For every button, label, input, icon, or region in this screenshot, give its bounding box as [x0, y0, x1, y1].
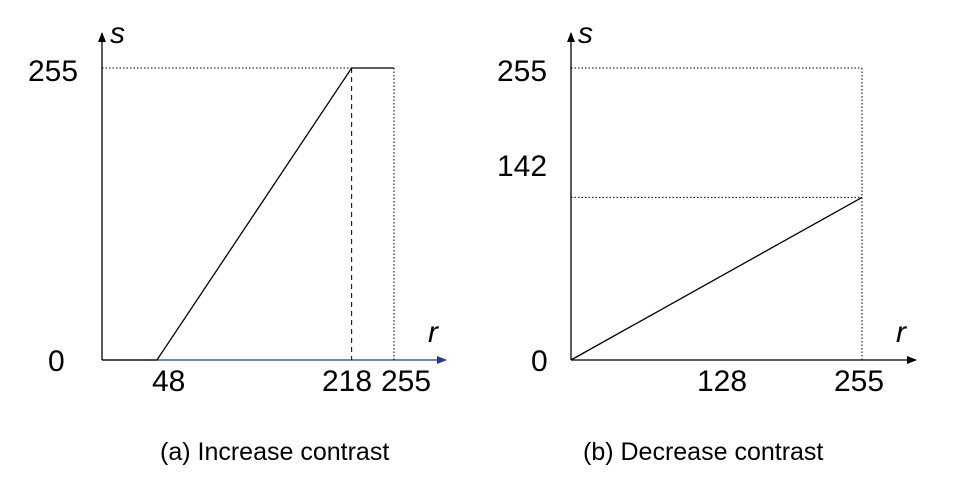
panel-a-transfer-line — [102, 67, 394, 361]
panel-b-ytick-142: 142 — [497, 150, 547, 183]
panel-b-ytick-0: 0 — [531, 345, 548, 378]
panel-a-xtick-218: 218 — [322, 365, 372, 398]
panel-b-ylabel: s — [578, 17, 593, 50]
panel-b-ytick-255: 255 — [497, 55, 547, 88]
panel-b: s r 255 142 0 128 255 (b) Decrease contr… — [497, 17, 917, 466]
panel-a-ytick-0: 0 — [48, 345, 65, 378]
panel-a: s r 255 0 48 218 255 (a) Increase contra… — [28, 17, 447, 466]
panel-b-caption: (b) Decrease contrast — [583, 438, 823, 466]
panel-a-xlabel: r — [428, 316, 439, 349]
panel-a-xtick-48: 48 — [152, 365, 185, 398]
panel-b-xlabel: r — [896, 316, 907, 349]
panel-b-xtick-255: 255 — [834, 365, 884, 398]
panel-a-ytick-255: 255 — [28, 55, 78, 88]
panel-b-transfer-line — [570, 196, 863, 361]
panel-b-xtick-128: 128 — [697, 365, 747, 398]
panel-a-ylabel: s — [110, 17, 125, 50]
panel-a-caption: (a) Increase contrast — [160, 438, 389, 466]
panel-a-xtick-255: 255 — [381, 365, 431, 398]
